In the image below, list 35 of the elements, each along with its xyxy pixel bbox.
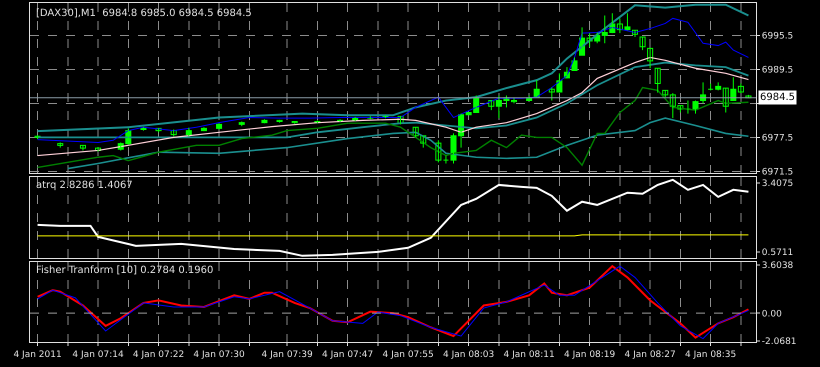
x-tick-label: 4 Jan 08:11 [503, 350, 555, 360]
x-tick-label: 4 Jan 07:47 [322, 350, 374, 360]
x-tick-label: 4 Jan 07:30 [193, 350, 245, 360]
x-tick-label: 4 Jan 07:22 [132, 350, 184, 360]
line-series [36, 86, 750, 168]
y-tick-label: -2.0681 [762, 337, 797, 348]
chart-title: atrq 2.8286 1.4067 [36, 180, 133, 191]
x-tick-label: 4 Jan 2011 [13, 350, 62, 360]
x-tick-label: 4 Jan 07:14 [72, 350, 124, 360]
chart-title: Fisher Tranform [10] 0.2784 0.1960 [36, 265, 214, 276]
ref-line-label: 6984.5 [760, 92, 795, 103]
text: [DAX30],M1 6984.8 6985.0 6984.5 6984.5 [36, 8, 252, 19]
y-tick-label: 6971.5 [762, 168, 794, 178]
candlestick [442, 155, 449, 164]
y-tick-label: 0.00 [762, 309, 782, 320]
line-series [37, 18, 749, 144]
line-series [67, 117, 750, 170]
line-series [36, 62, 750, 138]
x-tick-label: 4 Jan 08:03 [442, 350, 494, 360]
y-tick-label: 0.5711 [762, 248, 794, 258]
line-series [36, 178, 750, 257]
x-tick-label: 4 Jan 07:39 [261, 350, 314, 360]
y-tick-label: 3.6038 [762, 260, 794, 271]
y-tick-label: 6977.5 [762, 134, 794, 144]
x-tick-label: 4 Jan 08:35 [684, 350, 736, 360]
x-tick-label: 4 Jan 08:19 [564, 350, 616, 360]
candlestick [57, 142, 64, 148]
y-tick-label: 3.4075 [762, 178, 794, 189]
x-tick-label: 4 Jan 07:55 [382, 350, 434, 360]
line-series [36, 4, 750, 132]
x-tick-label: 4 Jan 08:27 [624, 350, 676, 360]
y-tick-label: 6995.5 [762, 32, 794, 42]
y-tick-label: 6989.5 [762, 66, 794, 76]
candlestick [238, 121, 245, 127]
candlestick [708, 83, 714, 91]
